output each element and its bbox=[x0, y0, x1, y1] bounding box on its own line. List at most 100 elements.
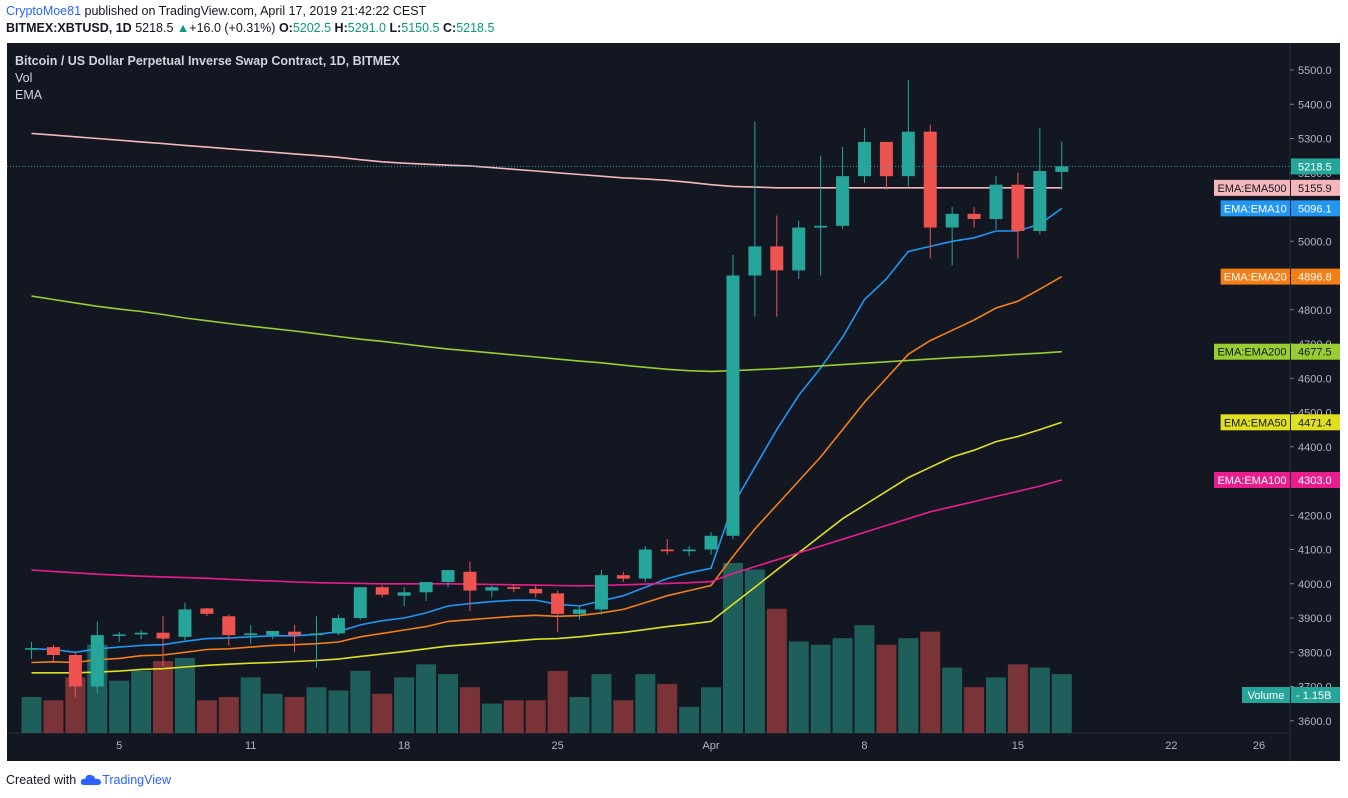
ema-value-badge bbox=[1291, 268, 1340, 285]
volume-bar bbox=[788, 641, 809, 733]
ema-name-label: EMA:EMA200 bbox=[1217, 347, 1286, 359]
candle-body bbox=[507, 587, 521, 589]
volume-bar bbox=[1051, 674, 1072, 733]
candle-body bbox=[200, 608, 214, 614]
y-tick-label: 4800.0 bbox=[1298, 305, 1332, 317]
volume-bar bbox=[898, 638, 919, 733]
chart-legend: Bitcoin / US Dollar Perpetual Inverse Sw… bbox=[15, 53, 400, 104]
y-tick-label: 5000.0 bbox=[1298, 236, 1332, 248]
candle-body bbox=[288, 631, 302, 636]
ema-value-badge bbox=[1291, 414, 1340, 431]
low-value: 5150.5 bbox=[401, 21, 440, 35]
candle-body bbox=[901, 131, 915, 177]
ema-name-tag bbox=[1220, 414, 1290, 431]
ema-value-label: 4896.8 bbox=[1298, 272, 1332, 284]
candle-body bbox=[244, 633, 258, 636]
x-tick-label: 5 bbox=[116, 740, 122, 752]
ema-name-tag bbox=[1214, 471, 1290, 488]
candle-body bbox=[748, 246, 762, 276]
ema-name-label: EMA:EMA100 bbox=[1217, 475, 1286, 487]
candle-body bbox=[660, 549, 674, 552]
tradingview-logo[interactable]: TradingView bbox=[80, 773, 171, 787]
volume-bar bbox=[416, 664, 437, 733]
volume-bar bbox=[854, 625, 875, 733]
open-label: O: bbox=[278, 21, 293, 35]
chart-title: Bitcoin / US Dollar Perpetual Inverse Sw… bbox=[15, 54, 400, 68]
volume-bar bbox=[196, 700, 217, 733]
volume-bar bbox=[218, 697, 239, 733]
volume-bar bbox=[876, 644, 897, 733]
volume-bar bbox=[964, 687, 985, 733]
candle-body bbox=[857, 141, 871, 177]
last-price-badge-label: 5218.5 bbox=[1298, 161, 1332, 173]
volume-bar bbox=[613, 700, 634, 733]
candle-body bbox=[792, 227, 806, 271]
candle-body bbox=[178, 609, 192, 637]
volume-name-tag bbox=[1242, 687, 1290, 703]
candle-body bbox=[573, 609, 587, 614]
volume-bar bbox=[109, 680, 130, 733]
last-price: 5218.5 bbox=[135, 21, 174, 35]
ema-name-label: EMA:EMA10 bbox=[1224, 203, 1287, 215]
volume-bar bbox=[920, 631, 941, 733]
high-value: 5291.0 bbox=[347, 21, 386, 35]
volume-bar bbox=[810, 644, 831, 733]
candle-body bbox=[726, 275, 740, 536]
candle-body bbox=[331, 618, 345, 634]
volume-bar bbox=[240, 677, 261, 733]
ohlc-line: BITMEX:XBTUSD, 1D 5218.5 ▲+16.0 (+0.31%)… bbox=[6, 21, 494, 35]
y-tick-label: 4000.0 bbox=[1298, 579, 1332, 591]
low-label: L: bbox=[389, 21, 402, 35]
volume-bar bbox=[21, 697, 42, 733]
volume-bar bbox=[569, 697, 590, 733]
candle-body bbox=[682, 549, 696, 552]
candle-body bbox=[68, 654, 82, 687]
candle-body bbox=[704, 535, 718, 550]
candle-body bbox=[419, 582, 433, 593]
x-tick-label: Apr bbox=[702, 740, 719, 752]
volume-bar bbox=[503, 700, 524, 733]
candle-body bbox=[879, 141, 893, 177]
legend-ema[interactable]: EMA bbox=[15, 88, 43, 102]
candle-body bbox=[46, 647, 60, 655]
x-tick-label: 11 bbox=[245, 740, 256, 752]
volume-bar bbox=[306, 687, 327, 733]
volume-bar bbox=[372, 693, 393, 733]
legend-vol[interactable]: Vol bbox=[15, 71, 33, 85]
author-link[interactable]: CryptoMoe81 bbox=[6, 4, 82, 18]
chart-area[interactable]: 3600.03700.03800.03900.04000.04100.04200… bbox=[7, 43, 1340, 761]
volume-bar bbox=[525, 700, 546, 733]
ema-name-tag bbox=[1220, 200, 1290, 217]
volume-bar bbox=[679, 706, 700, 733]
candle-body bbox=[441, 570, 455, 583]
price-chart[interactable]: 3600.03700.03800.03900.04000.04100.04200… bbox=[7, 43, 1340, 761]
volume-bar bbox=[459, 687, 480, 733]
y-tick-label: 5400.0 bbox=[1298, 99, 1332, 111]
ema-line-ema200 bbox=[31, 295, 1062, 373]
candle-body bbox=[222, 616, 236, 636]
y-tick-label: 3800.0 bbox=[1298, 647, 1332, 659]
candle-body bbox=[463, 571, 477, 591]
ema-value-label: 4471.4 bbox=[1298, 417, 1332, 429]
open-value: 5202.5 bbox=[292, 21, 332, 35]
volume-bar bbox=[174, 657, 195, 733]
high-label: H: bbox=[334, 21, 348, 35]
volume-bar bbox=[131, 670, 152, 733]
created-with-text: Created with bbox=[6, 773, 77, 787]
published-text: published on TradingView.com, April 17, … bbox=[81, 4, 427, 18]
volume-bar bbox=[328, 690, 349, 733]
y-tick-label: 5500.0 bbox=[1298, 65, 1332, 77]
candle-body bbox=[1055, 166, 1069, 172]
tradingview-cloud-icon bbox=[80, 774, 102, 785]
candle-body bbox=[90, 635, 104, 687]
tradingview-brand: TradingView bbox=[102, 773, 171, 787]
ema-name-tag bbox=[1214, 343, 1290, 360]
volume-bar bbox=[722, 563, 743, 733]
candle-body bbox=[1033, 171, 1047, 231]
candle-body bbox=[616, 575, 630, 579]
candle-body bbox=[134, 632, 148, 635]
y-tick-label: 3600.0 bbox=[1298, 716, 1332, 728]
volume-bar bbox=[350, 670, 371, 733]
candle-body bbox=[945, 213, 959, 228]
x-tick-label: 22 bbox=[1165, 740, 1177, 752]
